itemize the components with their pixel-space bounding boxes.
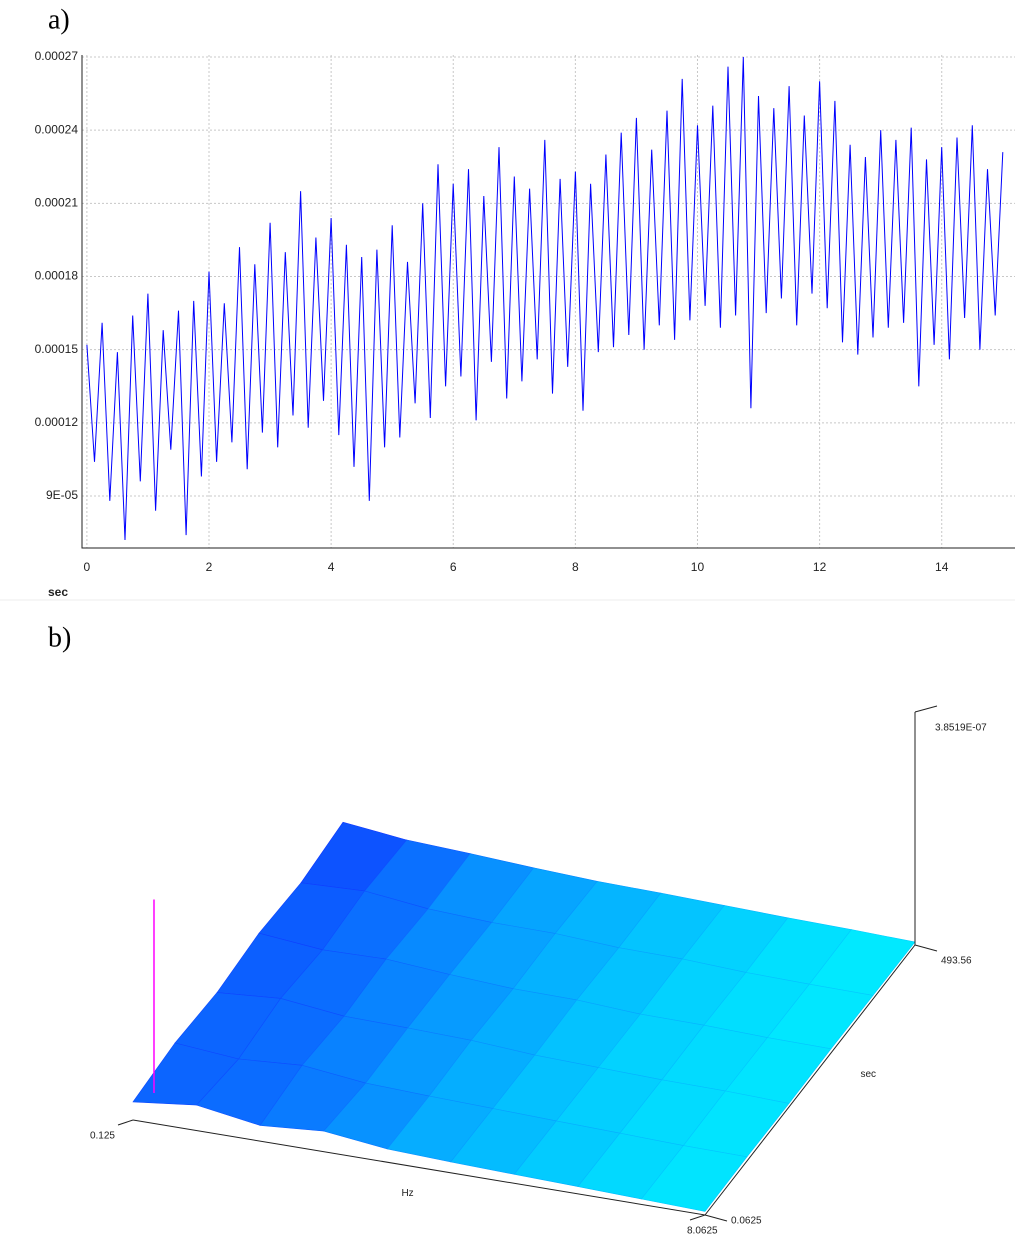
y-tick-label: 0.0625 xyxy=(731,1216,762,1227)
x-tick-label: 6 xyxy=(450,560,457,574)
tick-mark xyxy=(689,1214,706,1221)
tick-mark xyxy=(704,1214,728,1222)
y-tick-label: 0.00024 xyxy=(35,122,79,136)
y-tick-label: 493.56 xyxy=(941,956,972,967)
x-tick-label: 0 xyxy=(84,560,91,574)
x-tick-label: 8 xyxy=(572,560,579,574)
data-line xyxy=(86,56,1004,541)
y-tick-label: 0.00021 xyxy=(35,195,79,209)
x-tick-label: 10 xyxy=(691,560,705,574)
tick-mark xyxy=(914,944,938,952)
axes xyxy=(81,55,1015,549)
panel-label: a) xyxy=(48,4,70,35)
y-tick-label: 0.00015 xyxy=(35,342,79,356)
x-tick-label: 0.125 xyxy=(90,1131,115,1142)
y-tick-label: 0.00027 xyxy=(35,49,79,63)
y-tick-label: 0.00018 xyxy=(35,269,79,283)
x-axis-label: Hz xyxy=(401,1188,413,1199)
tick-mark xyxy=(117,1119,134,1126)
y-tick-label: 9E-05 xyxy=(46,488,78,502)
tick-mark xyxy=(914,705,938,713)
x-axis-label: sec xyxy=(48,585,68,599)
x-tick-label: 2 xyxy=(206,560,213,574)
z-tick-label: 3.8519E-07 xyxy=(935,723,987,734)
x-tick-label: 14 xyxy=(935,560,949,574)
x-tick-label: 8.0625 xyxy=(687,1226,718,1237)
axes xyxy=(132,712,916,1216)
y-tick-label: 0.00012 xyxy=(35,415,79,429)
surface-cell xyxy=(640,1145,748,1212)
y-axis-label: sec xyxy=(861,1069,877,1080)
panel-label: b) xyxy=(48,622,71,653)
x-tick-label: 12 xyxy=(813,560,827,574)
x-tick-label: 4 xyxy=(328,560,335,574)
